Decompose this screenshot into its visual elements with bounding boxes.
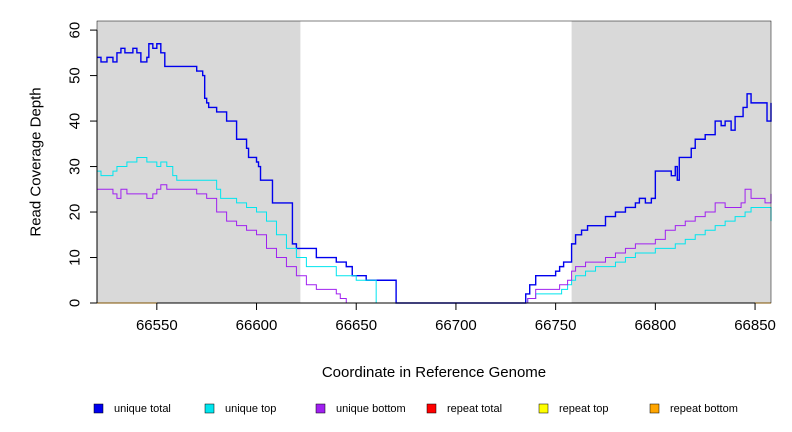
legend-label-repeat-top: repeat top — [559, 403, 609, 415]
x-tick-label: 66650 — [335, 317, 377, 334]
legend-swatch-repeat-total — [426, 403, 437, 414]
y-tick-label: 20 — [67, 204, 84, 221]
y-tick-label: 10 — [67, 249, 84, 266]
x-tick-label: 66550 — [136, 317, 178, 334]
legend-swatch-unique-total — [93, 403, 104, 414]
y-axis-title: Read Coverage Depth — [28, 87, 45, 236]
y-tick-label: 0 — [67, 299, 84, 307]
x-tick-label: 66800 — [634, 317, 676, 334]
x-axis-title: Coordinate in Reference Genome — [322, 364, 546, 381]
y-tick-label: 30 — [67, 158, 84, 175]
y-tick-label: 40 — [67, 113, 84, 130]
legend-swatch-unique-top — [204, 403, 215, 414]
legend-swatch-repeat-top — [538, 403, 549, 414]
legend-label-unique-bottom: unique bottom — [336, 403, 406, 415]
legend-label-unique-total: unique total — [114, 403, 171, 415]
shaded-regions — [97, 21, 771, 303]
x-tick-label: 66600 — [236, 317, 278, 334]
legend-swatch-unique-bottom — [315, 403, 326, 414]
x-tick-label: 66700 — [435, 317, 477, 334]
y-tick-label: 50 — [67, 67, 84, 84]
legend: unique total unique top unique bottom repea… — [93, 403, 738, 415]
series-line-unique-top — [97, 156, 772, 304]
x-axis: 66550 66600 66650 66700 66750 66800 66850 — [136, 302, 776, 334]
shaded-region-2 — [571, 21, 771, 303]
x-tick-label: 66850 — [734, 317, 776, 334]
legend-swatch-repeat-bottom — [649, 403, 660, 414]
y-tick-label: 60 — [67, 22, 84, 39]
legend-label-unique-top: unique top — [225, 403, 276, 415]
legend-label-repeat-bottom: repeat bottom — [670, 403, 738, 415]
legend-label-repeat-total: repeat total — [447, 403, 502, 415]
y-axis: 0 10 20 30 40 50 60 — [67, 22, 98, 307]
x-tick-label: 66750 — [535, 317, 577, 334]
